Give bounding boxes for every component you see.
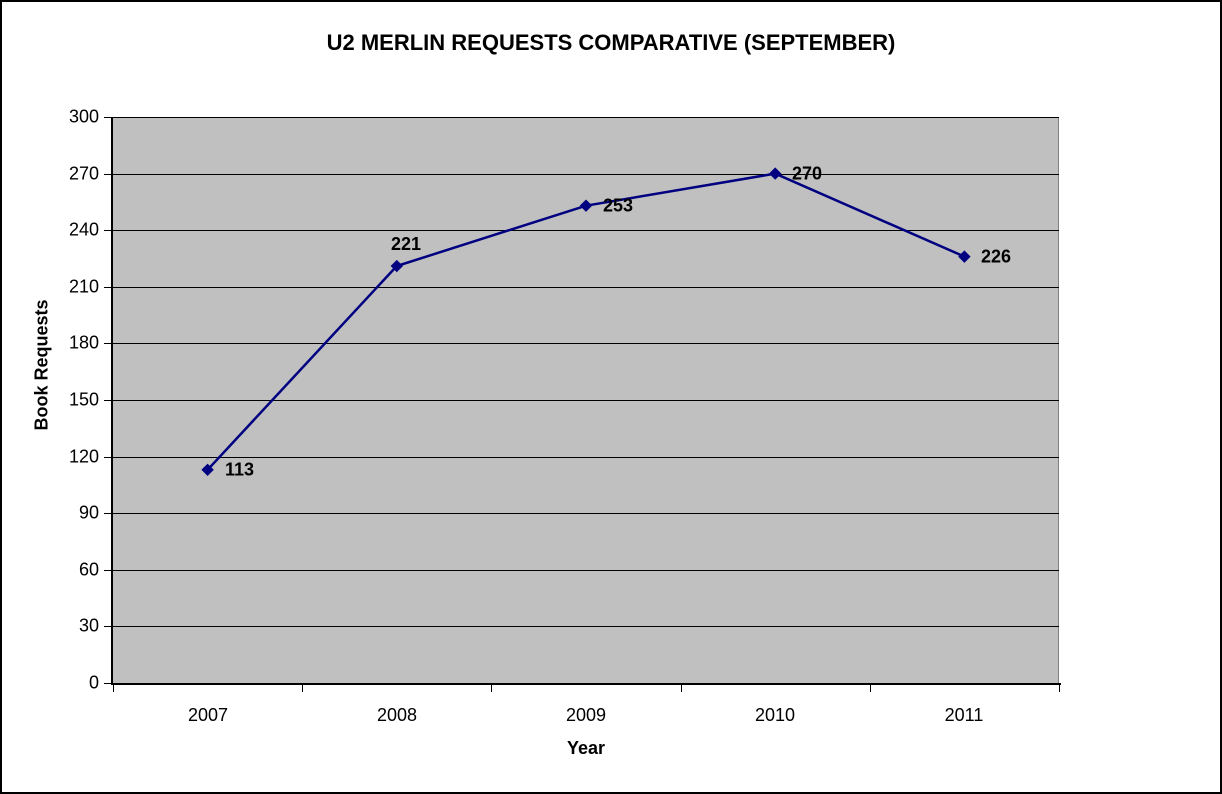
x-tick-mark [491,685,492,692]
y-tick-label: 30 [78,615,99,636]
y-axis-title: Book Requests [31,299,52,431]
y-tick-mark [104,230,111,231]
gridline [113,400,1059,401]
data-label: 253 [603,195,634,216]
x-tick-mark [681,685,682,692]
gridline [113,626,1059,627]
y-tick-label: 90 [78,502,99,523]
y-tick-label: 180 [68,332,99,353]
chart-title: U2 MERLIN REQUESTS COMPARATIVE (SEPTEMBE… [326,30,896,55]
y-tick-label: 210 [68,276,99,297]
y-tick-mark [104,174,111,175]
y-tick-label: 0 [88,672,99,693]
y-tick-mark [104,513,111,514]
x-tick-label: 2010 [754,705,796,725]
x-tick-mark [302,685,303,692]
y-tick-label: 150 [68,389,99,410]
data-label: 113 [225,459,255,480]
x-tick-label: 2007 [187,705,229,725]
y-tick-mark [104,683,111,684]
gridline [113,457,1059,458]
gridline [113,513,1059,514]
x-tick-mark [1059,685,1060,692]
x-tick-label: 2011 [944,705,984,725]
gridline [113,117,1059,118]
data-label: 270 [792,163,823,184]
y-tick-label: 60 [78,559,99,580]
gridline [113,174,1059,175]
x-axis-line [111,683,1061,685]
gridline [113,287,1059,288]
gridline [113,343,1059,344]
y-tick-label: 270 [68,163,99,184]
x-tick-mark [113,685,114,692]
data-label: 226 [981,246,1012,267]
y-tick-label: 120 [68,446,99,467]
y-tick-mark [104,457,111,458]
y-tick-mark [104,400,111,401]
x-tick-label: 2008 [376,705,418,725]
x-tick-label: 2009 [565,705,607,725]
gridline [113,570,1059,571]
y-tick-label: 300 [68,106,99,127]
data-label: 221 [391,234,422,254]
y-axis-line [111,117,113,685]
x-axis-title: Year [566,738,606,758]
y-tick-mark [104,343,111,344]
y-tick-mark [104,570,111,571]
x-tick-mark [870,685,871,692]
y-tick-label: 240 [68,219,99,240]
y-tick-mark [104,117,111,118]
y-tick-mark [104,287,111,288]
gridline [113,230,1059,231]
y-tick-mark [104,626,111,627]
